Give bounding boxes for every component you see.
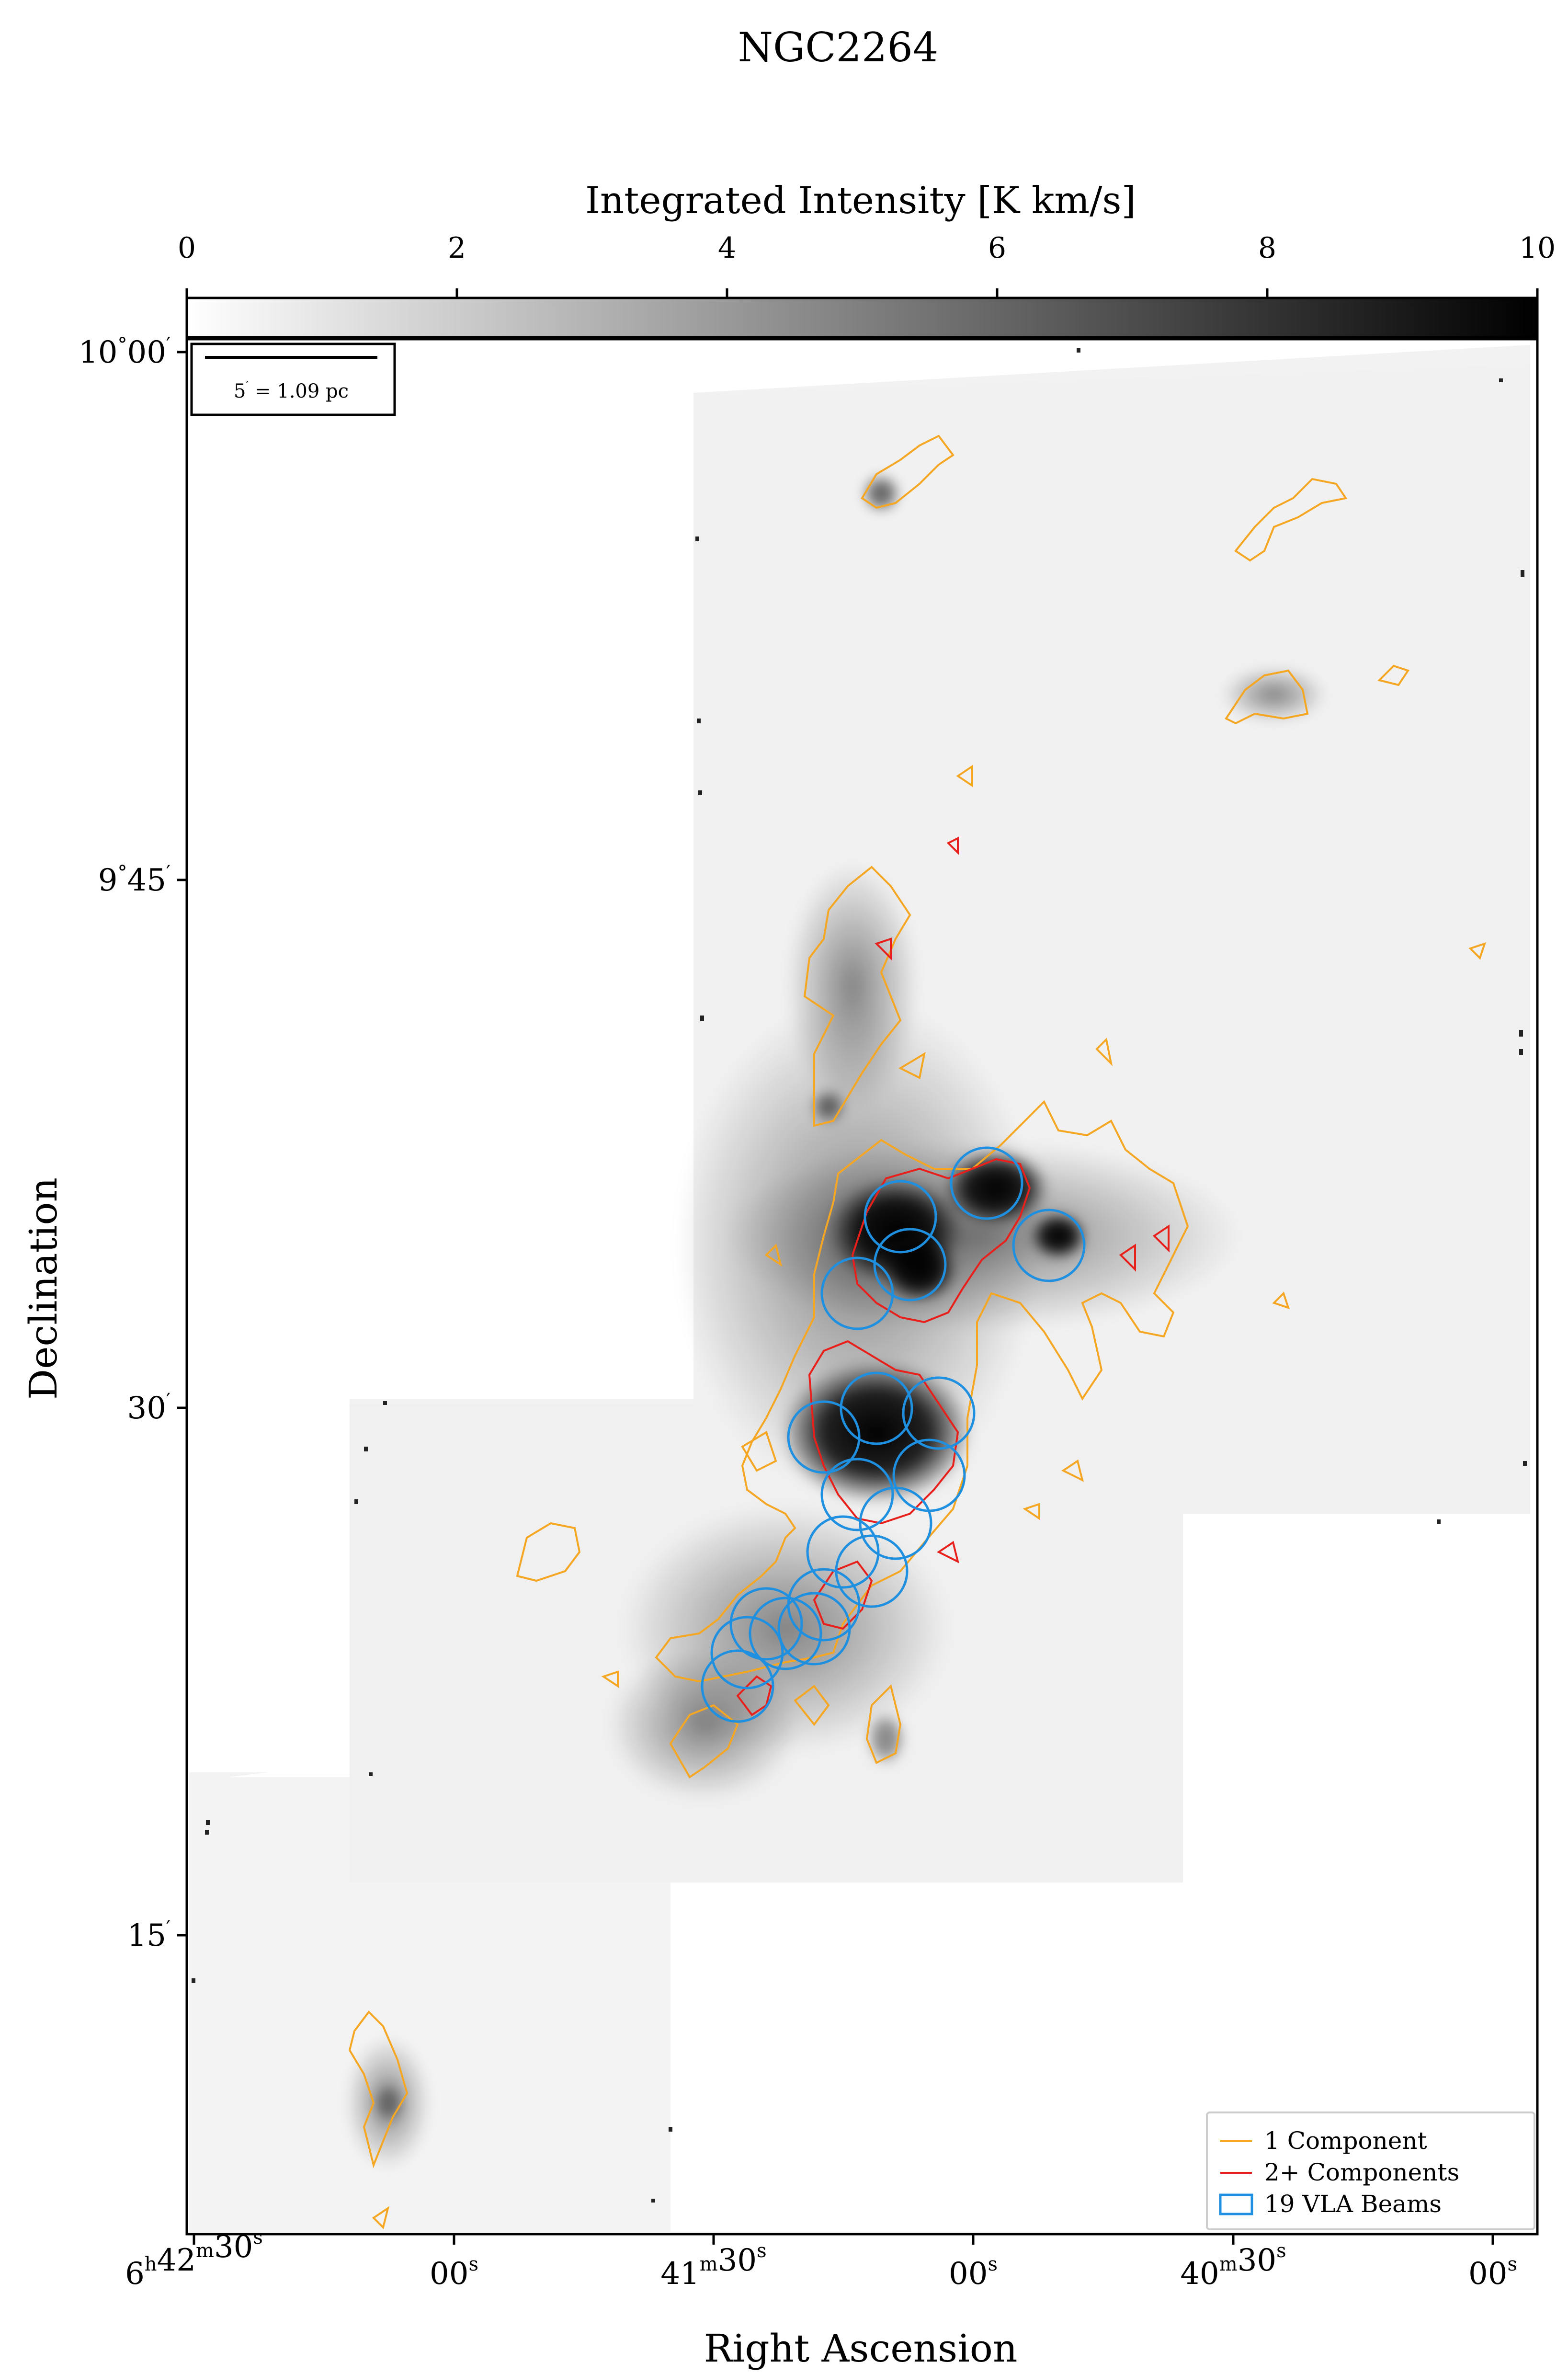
y-tick-label: 15′ [127, 1917, 170, 1953]
colorbar-tick-label: 10 [1519, 231, 1556, 265]
intensity-map [189, 345, 1530, 2232]
vla-beam [749, 1597, 822, 1670]
vla-beam [701, 1649, 774, 1723]
vla-beam [873, 1228, 947, 1301]
legend-label: 19 VLA Beams [1264, 2190, 1442, 2218]
x-axis-label: Right Ascension [704, 2326, 1018, 2371]
colorbar-gradient [185, 297, 1539, 339]
vla-beam [729, 1587, 803, 1661]
x-tick-label: 6h42m30s [125, 2226, 263, 2292]
legend-box [1206, 2111, 1535, 2230]
y-tick-label: 30′ [127, 1390, 170, 1426]
colorbar: Integrated Intensity [K km/s] 0 2 4 6 8 10 [178, 179, 1556, 339]
vla-beam [777, 1592, 851, 1666]
colorbar-tick-label: 8 [1258, 231, 1276, 265]
vla-beam [950, 1146, 1023, 1220]
vla-beam [710, 1616, 784, 1689]
x-tick-label: 00s [949, 2253, 998, 2292]
x-tick-label: 40m30s [1180, 2240, 1286, 2292]
colorbar-tick-label: 0 [178, 231, 196, 265]
multi-component-contours [736, 836, 1170, 1716]
vla-beam [864, 1180, 937, 1254]
vla-beams [701, 1146, 1086, 1723]
vla-beam [820, 1458, 894, 1531]
y-axis-label: Declination [21, 1177, 66, 1400]
x-tick-label: 41m30s [660, 2240, 766, 2292]
colorbar-label: Integrated Intensity [K km/s] [585, 179, 1136, 222]
legend: 1 Component 2+ Components 19 VLA Beams [1206, 2111, 1535, 2230]
x-axis-ticks: 6h42m30s 00s 41m30s 00s 40m30s 00s [125, 2226, 1517, 2292]
chart-title: NGC2264 [738, 24, 939, 71]
vla-beam [806, 1515, 880, 1589]
plot-area: 5′ = 1.09 pc 1 Component 2+ Components 19 … [79, 334, 1539, 2292]
edge-noise [192, 348, 1527, 2203]
scalebar-label: 5′ = 1.09 pc [234, 379, 349, 402]
colorbar-tick-label: 6 [988, 231, 1006, 265]
legend-label: 1 Component [1264, 2127, 1427, 2155]
y-tick-label: 10°00′ [79, 334, 170, 370]
legend-swatch [1219, 2193, 1253, 2215]
vla-beam [820, 1256, 894, 1330]
vla-beam [787, 1400, 861, 1474]
colorbar-tick-label: 4 [718, 231, 736, 265]
vla-beam [902, 1376, 976, 1450]
vla-beam [840, 1371, 913, 1445]
vla-beam [1012, 1209, 1086, 1282]
y-tick-label: 9°45′ [98, 862, 170, 898]
plot-frame [185, 338, 1539, 2236]
legend-label: 2+ Components [1264, 2158, 1459, 2186]
scalebar: 5′ = 1.09 pc [190, 342, 396, 416]
colorbar-ticks: 0 2 4 6 8 10 [178, 231, 1556, 298]
y-axis-ticks: 10°00′ 9°45′ 30′ 15′ [79, 334, 187, 1953]
colorbar-tick-label: 2 [448, 231, 466, 265]
x-tick-label: 00s [430, 2253, 478, 2292]
x-tick-label: 00s [1468, 2253, 1517, 2292]
vla-beam [859, 1486, 932, 1560]
one-component-contours [348, 434, 1487, 2229]
